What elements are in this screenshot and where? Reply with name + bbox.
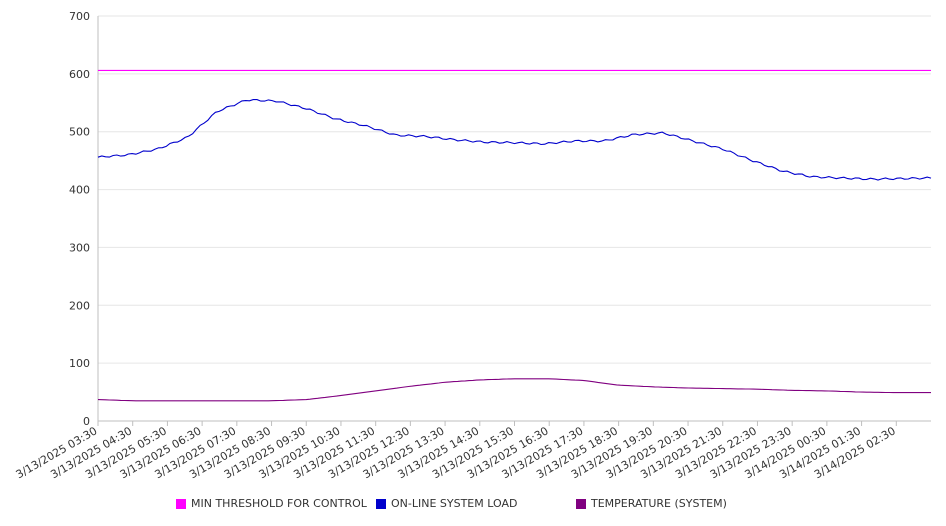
y-tick-label: 500 bbox=[69, 126, 90, 139]
y-tick-label: 0 bbox=[83, 415, 90, 428]
y-tick-label: 700 bbox=[69, 10, 90, 23]
series-line-temperature-system bbox=[97, 378, 931, 402]
legend-swatch-min-threshold bbox=[176, 498, 186, 509]
y-tick-label: 200 bbox=[69, 299, 90, 312]
y-tick-label: 400 bbox=[69, 184, 90, 197]
legend-item-temperature-system: TEMPERATURE (SYSTEM) bbox=[576, 497, 727, 510]
y-tick-label: 300 bbox=[69, 241, 90, 254]
chart-legend: MIN THRESHOLD FOR CONTROL ON-LINE SYSTEM… bbox=[0, 497, 946, 515]
legend-swatch-temperature-system bbox=[576, 498, 586, 509]
legend-label-min-threshold: MIN THRESHOLD FOR CONTROL bbox=[191, 497, 367, 510]
legend-label-temperature-system: TEMPERATURE (SYSTEM) bbox=[591, 497, 727, 510]
legend-label-online-system-load: ON-LINE SYSTEM LOAD bbox=[391, 497, 518, 510]
legend-item-min-threshold: MIN THRESHOLD FOR CONTROL bbox=[176, 497, 367, 510]
y-tick-label: 600 bbox=[69, 68, 90, 81]
series-line-online-system-load bbox=[97, 99, 932, 181]
legend-swatch-online-system-load bbox=[376, 498, 386, 509]
y-tick-label: 100 bbox=[69, 357, 90, 370]
legend-item-online-system-load: ON-LINE SYSTEM LOAD bbox=[376, 497, 517, 510]
